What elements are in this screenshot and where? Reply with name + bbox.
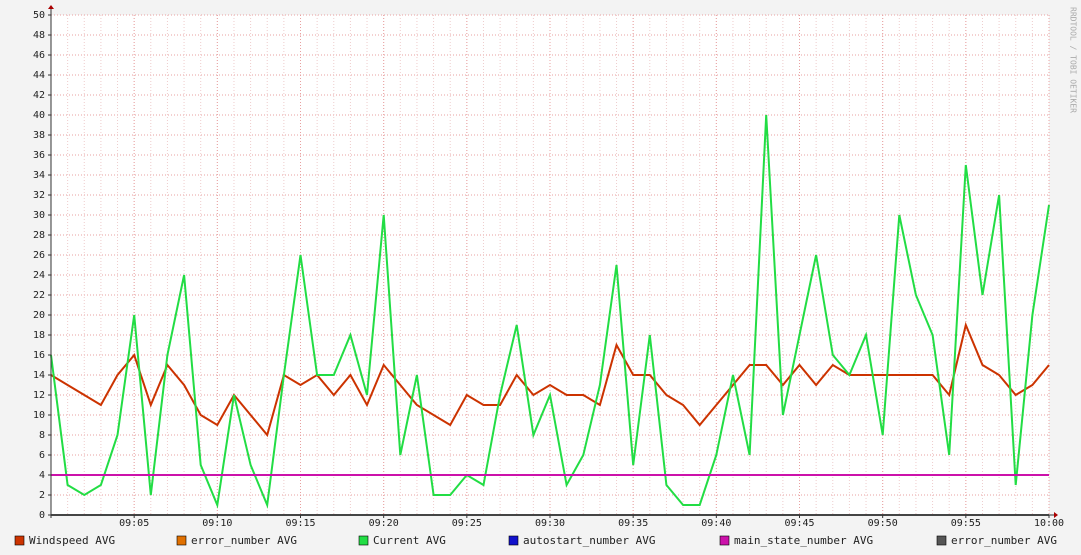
axes: 0246810121416182022242628303234363840424… — [33, 5, 1064, 529]
legend-label: Windspeed AVG — [29, 534, 115, 547]
x-tick-label: 09:15 — [285, 518, 315, 529]
y-tick-label: 26 — [33, 250, 45, 261]
legend-swatch — [14, 535, 25, 546]
legend-swatch — [936, 535, 947, 546]
y-tick-label: 36 — [33, 150, 45, 161]
y-tick-label: 32 — [33, 190, 45, 201]
series-line — [50, 321, 1050, 438]
legend-label: error_number AVG — [951, 534, 1057, 547]
legend-swatch — [508, 535, 519, 546]
y-tick-label: 22 — [33, 290, 45, 301]
y-tick-label: 10 — [33, 410, 45, 421]
x-tick-label: 09:50 — [868, 518, 898, 529]
y-tick-label: 0 — [39, 510, 45, 521]
y-tick-label: 46 — [33, 50, 45, 61]
grid — [50, 14, 1050, 516]
legend-label: autostart_number AVG — [523, 534, 655, 547]
legend-swatch — [358, 535, 369, 546]
y-tick-label: 14 — [33, 370, 45, 381]
y-tick-label: 44 — [33, 70, 45, 81]
legend-label: error_number AVG — [191, 534, 297, 547]
x-tick-label: 09:40 — [701, 518, 731, 529]
y-tick-label: 8 — [39, 430, 45, 441]
legend-swatch — [176, 535, 187, 546]
y-tick-label: 20 — [33, 310, 45, 321]
x-tick-label: 09:55 — [951, 518, 981, 529]
legend-label: main_state_number AVG — [734, 534, 873, 547]
y-tick-label: 38 — [33, 130, 45, 141]
x-tick-label: 09:20 — [369, 518, 399, 529]
x-tick-label: 09:10 — [202, 518, 232, 529]
y-tick-label: 24 — [33, 270, 45, 281]
x-tick-label: 09:35 — [618, 518, 648, 529]
legend-label: Current AVG — [373, 534, 446, 547]
y-tick-label: 34 — [33, 170, 45, 181]
y-tick-label: 2 — [39, 490, 45, 501]
x-tick-label: 10:00 — [1034, 518, 1064, 529]
y-tick-label: 42 — [33, 90, 45, 101]
series-line — [50, 114, 1050, 509]
y-arrow — [48, 5, 54, 9]
y-tick-label: 50 — [33, 10, 45, 21]
x-tick-label: 09:05 — [119, 518, 149, 529]
y-tick-label: 30 — [33, 210, 45, 221]
legend-swatch — [719, 535, 730, 546]
y-tick-label: 6 — [39, 450, 45, 461]
x-tick-label: 09:25 — [452, 518, 482, 529]
legend: Windspeed AVG error_number AVG Current AVG… — [14, 534, 1057, 547]
y-tick-label: 12 — [33, 390, 45, 401]
y-tick-label: 40 — [33, 110, 45, 121]
x-arrow — [1054, 512, 1058, 518]
y-tick-label: 16 — [33, 350, 45, 361]
y-tick-label: 28 — [33, 230, 45, 241]
watermark: RRDTOOL / TOBI OETIKER — [1069, 7, 1078, 113]
y-tick-label: 48 — [33, 30, 45, 41]
y-tick-label: 4 — [39, 470, 45, 481]
y-tick-label: 18 — [33, 330, 45, 341]
x-tick-label: 09:30 — [535, 518, 565, 529]
x-tick-label: 09:45 — [784, 518, 814, 529]
